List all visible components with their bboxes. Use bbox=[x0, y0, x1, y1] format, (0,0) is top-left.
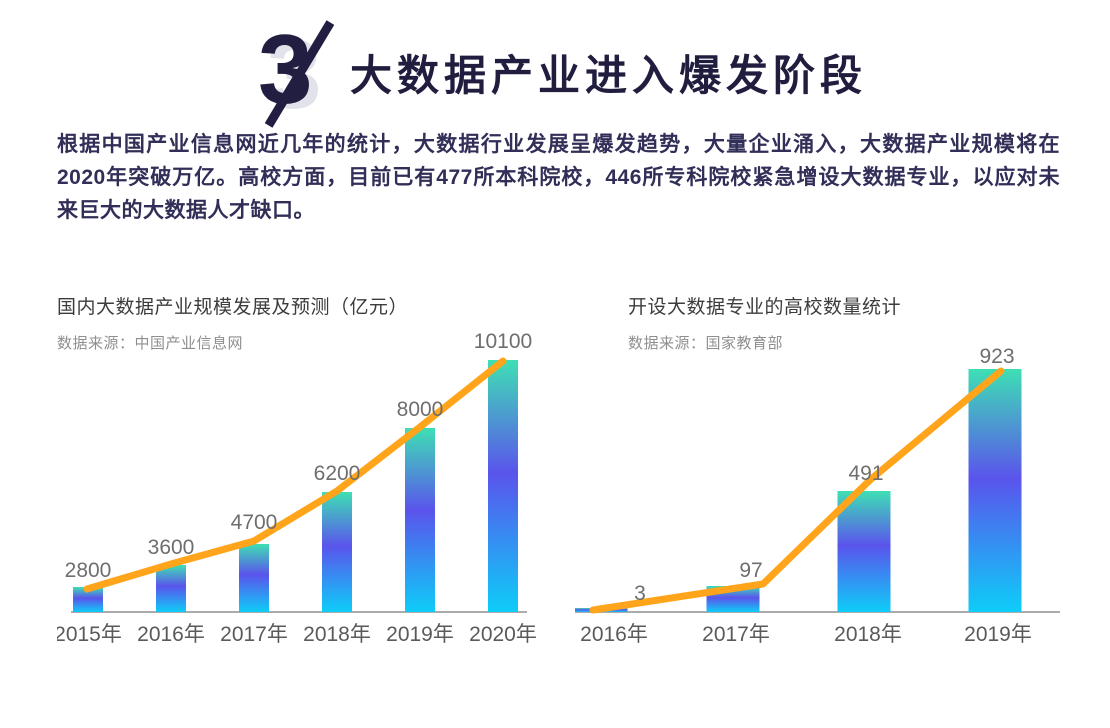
value-label: 10100 bbox=[474, 330, 532, 353]
chart-industry-scale: 国内大数据产业规模发展及预测（亿元） 数据来源：中国产业信息网 2800 3600… bbox=[57, 292, 547, 662]
bar-line-chart-universities: 3 97 491 923 2016年 2017年 2018年 2019年 bbox=[575, 345, 1060, 646]
bar-line-chart-industry: 2800 3600 4700 6200 8000 10100 2015年 2016年 2017年… bbox=[57, 330, 537, 646]
value-label: 3600 bbox=[148, 536, 195, 559]
bar-2016年 bbox=[156, 565, 186, 612]
page-title: 大数据产业进入爆发阶段 bbox=[350, 52, 868, 99]
slide-header: 3 大数据产业进入爆发阶段 bbox=[258, 16, 867, 130]
value-label: 491 bbox=[848, 462, 883, 485]
bar-2018年 bbox=[322, 492, 352, 612]
value-label: 8000 bbox=[397, 398, 444, 421]
bar-2020年 bbox=[488, 360, 518, 612]
axis-label: 2016年 bbox=[580, 623, 648, 646]
chart-university-count: 开设大数据专业的高校数量统计 数据来源：国家教育部 3 97 491 923 2016年… bbox=[575, 292, 1075, 662]
axis-label: 2018年 bbox=[303, 623, 371, 646]
value-label: 97 bbox=[739, 559, 762, 582]
axis-label: 2018年 bbox=[834, 623, 902, 646]
chart-title: 开设大数据专业的高校数量统计 bbox=[628, 297, 902, 318]
axis-label: 2017年 bbox=[702, 623, 770, 646]
axis-label: 2019年 bbox=[964, 623, 1032, 646]
value-label: 3 bbox=[634, 582, 646, 605]
value-label: 923 bbox=[979, 345, 1014, 368]
intro-paragraph: 根据中国产业信息网近几年的统计，大数据行业发展呈爆发趋势，大量企业涌入，大数据产… bbox=[57, 133, 1060, 222]
bar-2019年 bbox=[405, 428, 435, 612]
section-number-badge: 3 bbox=[258, 16, 335, 130]
bar-2017年 bbox=[239, 544, 269, 612]
bar-2018年 bbox=[837, 491, 891, 612]
chart-title: 国内大数据产业规模发展及预测（亿元） bbox=[57, 297, 409, 318]
axis-label: 2015年 bbox=[57, 623, 122, 646]
trend-line bbox=[589, 367, 1005, 614]
trend-line bbox=[83, 357, 507, 593]
chart-source: 数据来源：国家教育部 bbox=[628, 335, 784, 352]
value-label: 6200 bbox=[314, 462, 361, 485]
value-label: 2800 bbox=[65, 559, 112, 582]
axis-label: 2016年 bbox=[137, 623, 205, 646]
bar-2019年 bbox=[968, 369, 1022, 612]
axis-label: 2017年 bbox=[220, 623, 288, 646]
value-label: 4700 bbox=[231, 511, 278, 534]
chart-source: 数据来源：中国产业信息网 bbox=[57, 335, 244, 352]
axis-label: 2019年 bbox=[386, 623, 454, 646]
axis-label: 2020年 bbox=[469, 623, 537, 646]
